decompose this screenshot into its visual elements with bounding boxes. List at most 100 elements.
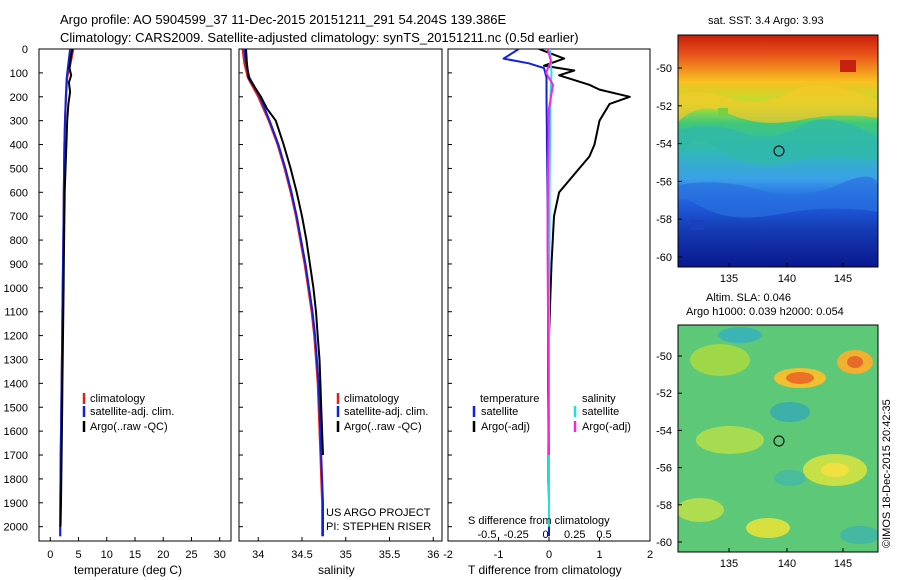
depth-tick-label: 1100	[4, 307, 28, 319]
s-diff-tick-label: 0	[542, 529, 548, 541]
salinity-series-group	[241, 49, 324, 537]
legend-satellite-label: satellite-adj. clim.	[90, 406, 174, 418]
x-tick-label: 20	[157, 549, 169, 561]
depth-tick-label: 400	[10, 140, 28, 152]
salinity-xlabel: salinity	[318, 563, 355, 577]
difference-panel: -2 -1 0 1 2 -0.5 -0.25 0 0.25 0.5 S difference f…	[443, 48, 653, 577]
depth-tick-label: 1500	[4, 402, 28, 414]
depth-tick-labels: 0 100 200 300 400 500 600 700 800 900 1000 1100 1200…	[4, 44, 28, 534]
x-tick-label: 5	[75, 549, 81, 561]
map-y-tick-label: -54	[656, 425, 672, 437]
salinity-diff-ticks: -0.5 -0.25 0 0.25 0.5	[478, 529, 612, 541]
map-y-tick-label: -58	[656, 214, 672, 226]
sla-blob	[840, 526, 878, 544]
temperature-xlabel: temperature (deg C)	[74, 563, 182, 577]
depth-tick-label: 1700	[4, 450, 28, 462]
sla-map: Altim. SLA: 0.046 Argo h1000: 0.039 h200…	[656, 292, 879, 570]
legend-t-argo-label: Argo(-adj)	[481, 421, 530, 433]
depth-tick-label: 2000	[4, 522, 28, 534]
legend-salinity-title: salinity	[582, 393, 616, 405]
sla-map-field	[678, 325, 878, 552]
salinity-xticks: 34 34.5 35 35.5 36	[239, 48, 439, 561]
temperature-series-group	[59, 49, 75, 537]
x-tick-label: 1	[596, 549, 602, 561]
salinity-axes-frame	[238, 48, 443, 542]
sla-blob	[746, 518, 790, 538]
x-tick-label: 35	[340, 549, 352, 561]
x-tick-label: 2	[647, 549, 653, 561]
map-y-tick-label: -54	[656, 139, 672, 151]
temperature-legend: climatology satellite-adj. clim. Argo(..…	[82, 393, 174, 433]
map-y-tick-label: -58	[656, 500, 672, 512]
s-diff-tick-label: 0.5	[596, 529, 611, 541]
map-y-tick-label: -60	[656, 252, 672, 264]
depth-tick-label: 200	[10, 92, 28, 104]
legend-s-satellite-label: satellite	[582, 406, 619, 418]
sst-cold-band	[678, 176, 878, 218]
x-tick-label: 0	[47, 549, 53, 561]
sst-warm-band	[678, 85, 878, 123]
legend-t-satellite-label: satellite	[481, 406, 518, 418]
map-x-tick-label: 135	[720, 273, 738, 285]
imos-credit: ©IMOS 18-Dec-2015 20:42:35	[881, 399, 893, 548]
map-y-tick-label: -50	[656, 63, 672, 75]
sst-map-title: sat. SST: 3.4 Argo: 3.93	[708, 15, 824, 27]
title-line-1: Argo profile: AO 5904599_37 11-Dec-2015 …	[60, 12, 507, 27]
depth-tick-label: 1200	[4, 331, 28, 343]
sla-blob	[678, 498, 724, 522]
map-x-tick-label: 140	[778, 273, 796, 285]
sst-patch	[840, 60, 856, 72]
map-x-tick-label: 145	[834, 273, 852, 285]
legend-argo-label: Argo(..raw -QC)	[90, 421, 168, 433]
sla-blob	[696, 426, 764, 454]
x-tick-label: 34	[252, 549, 264, 561]
map-y-tick-label: -50	[656, 351, 672, 363]
map-x-tick-label: 145	[834, 558, 852, 570]
depth-tick-label: 1400	[4, 378, 28, 390]
map-y-tick-label: -52	[656, 388, 672, 400]
depth-tick-label: 1600	[4, 426, 28, 438]
depth-tick-label: 700	[10, 211, 28, 223]
depth-tick-label: 300	[10, 116, 28, 128]
sst-front-band	[678, 119, 878, 166]
x-tick-label: 25	[185, 549, 197, 561]
temperature-panel: 0 5 10 15 20 25 30 temperature (deg C) climato…	[38, 48, 232, 577]
s-difference-label: S difference from climatology	[468, 515, 610, 527]
depth-tick-label: 800	[10, 235, 28, 247]
x-tick-label: -1	[494, 549, 504, 561]
map-y-tick-label: -56	[656, 463, 672, 475]
depth-tick-label: 1000	[4, 283, 28, 295]
legend-climatology-label: climatology	[90, 393, 146, 405]
x-tick-label: 30	[214, 549, 226, 561]
sla-map-frame	[677, 324, 879, 553]
sla-blob	[770, 402, 810, 422]
map-y-tick-label: -52	[656, 101, 672, 113]
sst-argo-position-marker	[773, 145, 785, 157]
t-difference-xlabel: T difference from climatology	[468, 563, 622, 577]
x-tick-label: -2	[443, 549, 453, 561]
map-x-tick-label: 140	[778, 558, 796, 570]
sla-map-yticks: -50 -52 -54 -56 -58 -60	[656, 351, 682, 549]
sst-map-frame	[677, 34, 879, 268]
depth-tick-label: 1300	[4, 354, 28, 366]
series-line	[502, 49, 550, 537]
s-diff-tick-label: -0.5	[478, 529, 497, 541]
series-line	[243, 49, 324, 537]
sst-patch	[690, 220, 704, 230]
sst-map-field	[678, 35, 878, 267]
difference-xticks: -2 -1 0 1 2	[443, 48, 653, 561]
depth-tick-label: 100	[10, 68, 28, 80]
project-label: US ARGO PROJECT	[326, 507, 431, 519]
sla-map-title-2: Argo h1000: 0.039 h2000: 0.054	[686, 306, 844, 318]
title-line-2: Climatology: CARS2009. Satellite-adjuste…	[60, 30, 579, 45]
depth-tick-label: 500	[10, 163, 28, 175]
x-tick-label: 15	[129, 549, 141, 561]
difference-series-group	[502, 49, 631, 537]
legend-temperature-title: temperature	[480, 393, 539, 405]
salinity-legend: climatology satellite-adj. clim. Argo(..…	[336, 393, 428, 433]
temperature-xticks: 0 5 10 15 20 25 30	[39, 48, 226, 561]
depth-tick-label: 600	[10, 187, 28, 199]
x-tick-label: 36	[427, 549, 439, 561]
sla-blob	[690, 344, 750, 376]
